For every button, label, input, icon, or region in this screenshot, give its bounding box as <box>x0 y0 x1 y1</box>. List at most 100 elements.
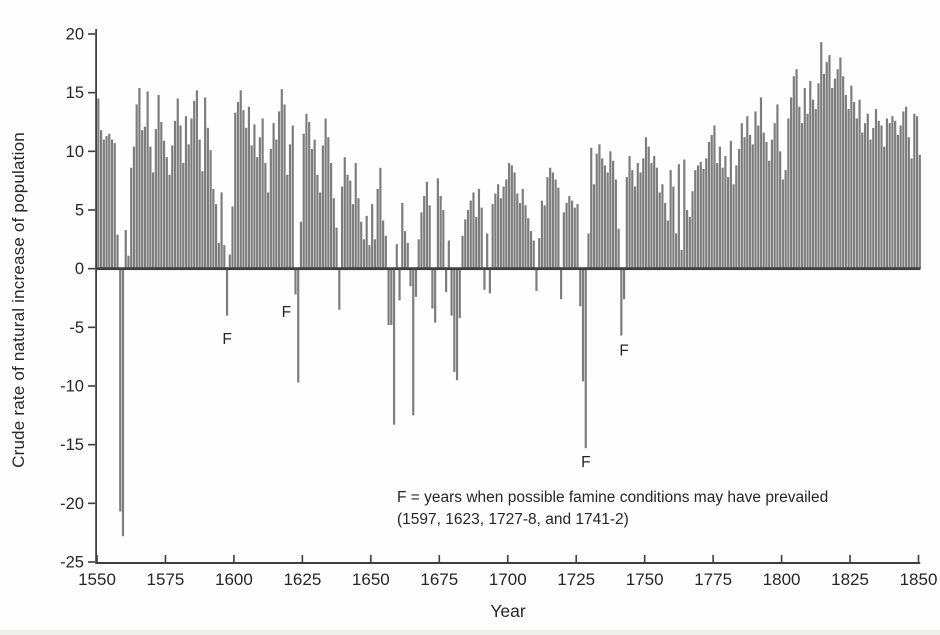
x-tick <box>370 555 372 562</box>
bar <box>141 130 144 269</box>
bar <box>272 123 275 269</box>
bar <box>354 163 357 269</box>
bar <box>825 62 828 269</box>
bar <box>204 97 207 269</box>
bar <box>475 217 478 269</box>
bar <box>842 76 845 269</box>
bar <box>636 163 639 269</box>
bar <box>160 122 163 269</box>
bar <box>518 202 522 269</box>
bar <box>606 172 609 269</box>
bar <box>861 132 864 269</box>
bar <box>716 163 719 269</box>
bar <box>231 206 234 269</box>
bar <box>472 192 475 269</box>
bar <box>562 212 565 269</box>
bar <box>453 268 456 372</box>
y-axis-title: Crude rate of natural increase of popula… <box>9 132 28 468</box>
bar <box>675 233 678 269</box>
bar <box>477 188 481 269</box>
bar <box>688 217 691 269</box>
bar <box>880 125 883 269</box>
bar <box>357 198 360 269</box>
bar <box>469 200 472 269</box>
bar <box>217 242 220 269</box>
bar <box>527 218 530 269</box>
bar <box>299 221 303 269</box>
bar <box>209 150 212 269</box>
bar <box>398 268 401 301</box>
bar <box>256 157 259 269</box>
bar <box>628 156 631 269</box>
bar <box>622 268 626 300</box>
bar <box>455 268 459 381</box>
bar <box>565 202 568 269</box>
bar <box>121 268 125 537</box>
bar <box>737 148 741 269</box>
bar <box>781 179 784 269</box>
famine-note-line1: F = years when possible famine condition… <box>397 489 829 506</box>
bar <box>751 144 754 269</box>
bar <box>877 120 880 269</box>
bar <box>431 268 434 309</box>
bar <box>327 137 330 269</box>
x-tick <box>643 555 646 562</box>
bar <box>390 268 393 325</box>
bar <box>486 233 489 269</box>
y-tick <box>88 385 96 387</box>
bar <box>795 69 798 269</box>
bar <box>198 139 201 269</box>
y-tick <box>88 209 96 211</box>
bar <box>757 125 760 269</box>
x-tick-label: 1800 <box>763 570 801 589</box>
bar <box>576 204 579 269</box>
x-tick <box>233 555 235 562</box>
bar <box>302 133 305 269</box>
bar <box>535 268 538 291</box>
y-tick-label: -20 <box>60 495 84 513</box>
bar <box>617 228 620 269</box>
bar <box>592 184 596 269</box>
bar <box>349 180 352 269</box>
bar <box>162 140 166 269</box>
bar <box>450 268 453 316</box>
bar <box>340 186 344 269</box>
bar <box>371 204 374 269</box>
bar <box>735 165 738 269</box>
bar <box>529 231 533 269</box>
bar <box>800 123 804 269</box>
bar <box>759 97 763 269</box>
bar <box>691 191 694 269</box>
bar <box>499 198 502 269</box>
bar <box>644 137 648 269</box>
bar <box>250 145 253 269</box>
bar <box>844 95 847 269</box>
bar <box>387 268 390 325</box>
bar <box>146 91 149 269</box>
bar <box>182 163 185 269</box>
bar <box>661 184 664 269</box>
bar <box>603 165 607 269</box>
y-tick <box>88 502 96 505</box>
y-tick <box>88 326 96 329</box>
bar <box>570 200 574 269</box>
bar <box>669 170 672 269</box>
bar <box>773 123 776 269</box>
bar <box>116 234 119 269</box>
bar <box>154 129 157 269</box>
bar <box>99 130 103 269</box>
bar <box>439 195 442 269</box>
bar <box>694 170 697 269</box>
bar <box>891 116 894 269</box>
bar <box>579 268 582 307</box>
bar <box>650 163 653 269</box>
x-tick-label: 1725 <box>557 570 595 589</box>
bar <box>672 186 675 269</box>
bar <box>833 78 837 269</box>
bar <box>551 172 554 269</box>
bar <box>414 268 418 297</box>
bar <box>313 139 316 269</box>
x-tick-label: 1575 <box>147 570 185 589</box>
bar <box>417 239 420 269</box>
y-tick-label: -25 <box>60 554 84 572</box>
